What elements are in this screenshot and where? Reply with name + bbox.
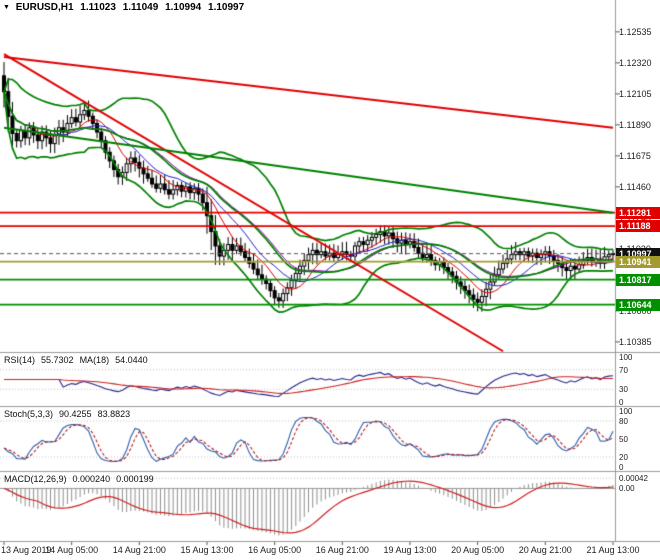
x-axis-label: 21 Aug 13:00 xyxy=(586,545,640,555)
x-axis-label: 19 Aug 13:00 xyxy=(383,545,437,555)
price-badge: 1.10941 xyxy=(616,255,660,268)
rsi-name: RSI(14) xyxy=(4,355,36,365)
x-axis-label: 15 Aug 13:00 xyxy=(180,545,234,555)
indicator-scale-label: 0.00042 xyxy=(619,474,648,484)
ohlc-close: 1.10997 xyxy=(208,2,245,13)
rsi-panel-label: RSI(14) 55.7302 MA(18) 54.0440 xyxy=(4,355,154,365)
macd-signal-value: 0.000199 xyxy=(116,474,154,484)
stoch-name: Stoch(5,3,3) xyxy=(4,409,54,419)
indicator-scale-label: 70 xyxy=(619,365,628,375)
y-axis-tick-label: 1.10600 xyxy=(619,305,652,316)
ohlc-open: 1.11023 xyxy=(80,2,116,13)
x-axis-label: 16 Aug 21:00 xyxy=(315,545,369,555)
indicator-scale-label: 20 xyxy=(619,453,628,462)
indicator-scale-label: 50 xyxy=(619,435,628,444)
chart-header: ▼ EURUSD,H1 1.11023 1.11049 1.10994 1.10… xyxy=(3,2,248,13)
rsi-ma-name: MA(18) xyxy=(79,355,110,365)
x-axis-label: 13 Aug 2019 xyxy=(1,545,52,555)
indicator-scale-label: 80 xyxy=(619,417,628,426)
stoch-k-value: 90.4255 xyxy=(59,409,92,419)
y-axis-tick-label: 1.11675 xyxy=(619,150,651,161)
price-badge: 1.11188 xyxy=(616,220,660,233)
indicator-scale-label: 100 xyxy=(619,353,633,362)
y-axis-tick-label: 1.12320 xyxy=(619,57,652,68)
price-badge: 1.10644 xyxy=(616,298,660,311)
indicator-scale-label: 0 xyxy=(619,463,624,472)
symbol-dropdown-icon[interactable]: ▼ xyxy=(3,4,10,11)
symbol-timeframe: EURUSD,H1 xyxy=(15,2,74,13)
indicator-scale-label: 0 xyxy=(619,398,624,407)
macd-value: 0.000240 xyxy=(72,474,111,484)
x-axis-label: 20 Aug 21:00 xyxy=(518,545,572,555)
ohlc-high: 1.11049 xyxy=(122,2,159,13)
rsi-ma-value: 54.0440 xyxy=(115,355,148,365)
rsi-value: 55.7302 xyxy=(41,355,74,365)
y-axis-tick-label: 1.10385 xyxy=(619,336,652,347)
y-axis-tick-label: 1.11890 xyxy=(619,119,651,130)
x-axis-label: 14 Aug 21:00 xyxy=(112,545,166,555)
y-axis-tick-label: 1.12105 xyxy=(619,88,652,99)
indicator-scale-label: 0.00 xyxy=(619,484,635,494)
x-axis-label: 14 Aug 05:00 xyxy=(45,545,99,555)
price-badge: 1.10817 xyxy=(616,273,660,286)
macd-panel-label: MACD(12,26,9) 0.000240 0.000199 xyxy=(4,474,160,484)
stoch-d-value: 83.8823 xyxy=(97,409,131,419)
y-axis-tick-label: 1.12535 xyxy=(619,26,652,37)
indicator-scale-label: 30 xyxy=(619,385,628,395)
price-badge: 1.11281 xyxy=(616,206,660,219)
y-axis-tick-label: 1.11460 xyxy=(619,181,651,192)
ohlc-low: 1.10994 xyxy=(165,2,202,13)
stoch-panel-label: Stoch(5,3,3) 90.4255 83.8823 xyxy=(4,409,136,419)
indicator-scale-label: 100 xyxy=(619,407,633,416)
x-axis-label: 16 Aug 05:00 xyxy=(248,545,302,555)
macd-name: MACD(12,26,9) xyxy=(4,474,67,484)
x-axis-label: 20 Aug 05:00 xyxy=(451,545,505,555)
